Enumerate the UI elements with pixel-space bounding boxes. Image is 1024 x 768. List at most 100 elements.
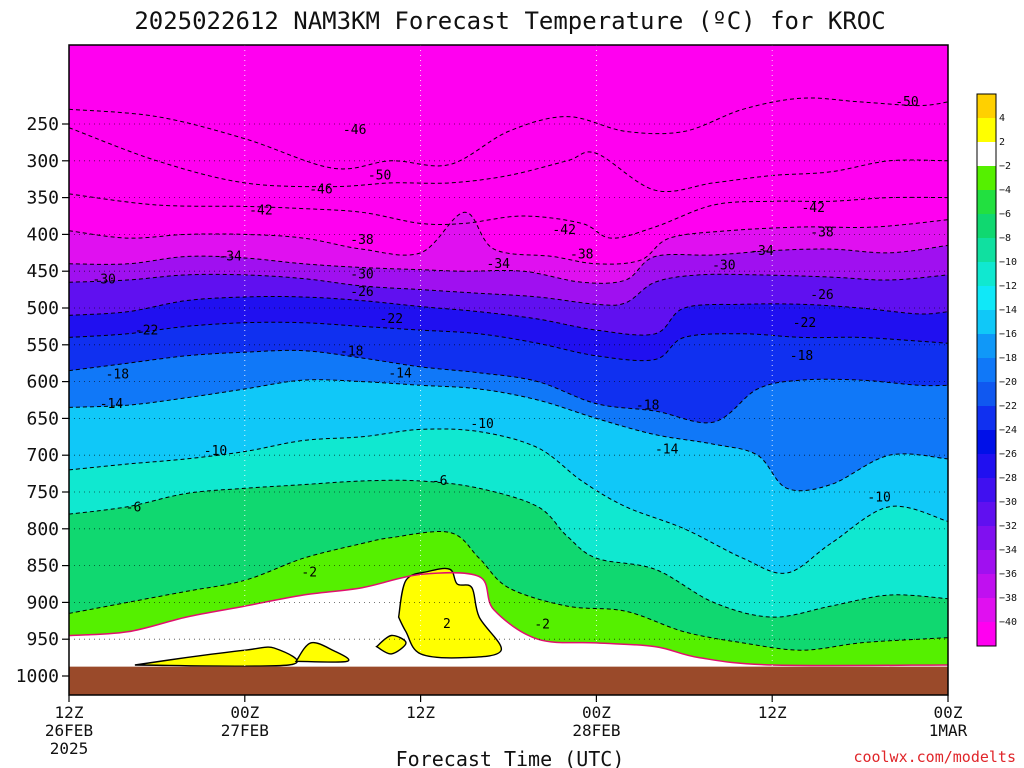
x-tick-label: 00Z — [230, 703, 259, 722]
contour-label: -22 — [793, 316, 816, 331]
contour-label: -30 — [712, 259, 735, 274]
x-tick-label: 1MAR — [929, 721, 968, 740]
colorbar-label: −8 — [999, 233, 1011, 244]
colorbar-swatch — [977, 190, 996, 215]
colorbar-swatch — [977, 622, 996, 647]
contour-label: -34 — [218, 250, 242, 265]
contour-line-46 — [69, 127, 948, 192]
contour-label: -38 — [350, 233, 373, 248]
contour-label: -18 — [636, 398, 659, 413]
contour-line-42 — [69, 193, 948, 239]
contour-label: -22 — [135, 323, 158, 338]
colorbar-label: −2 — [999, 161, 1011, 172]
colorbar-swatch — [977, 598, 996, 623]
colorbar-swatch — [977, 142, 996, 167]
contour-line-14 — [69, 379, 948, 492]
contour-label: -2 — [534, 618, 550, 633]
y-tick-label: 400 — [26, 224, 59, 245]
colorbar-swatch — [977, 454, 996, 479]
y-tick-label: 650 — [26, 408, 59, 429]
contour-label: -50 — [368, 169, 391, 184]
x-tick-label: 12Z — [55, 703, 84, 722]
contour-label: -6 — [126, 501, 142, 516]
contour-line-26 — [69, 295, 948, 336]
colorbar-swatch — [977, 118, 996, 143]
x-tick-label: 2025 — [50, 739, 89, 758]
contour-line-22 — [69, 321, 948, 362]
colorbar-swatch — [977, 382, 996, 407]
warm-pocket-2 — [375, 634, 407, 655]
contour-label: -14 — [388, 367, 412, 382]
colorbar-label: −40 — [999, 617, 1017, 628]
contour-label: -34 — [750, 244, 774, 259]
colorbar-swatch — [977, 502, 996, 527]
colorbar-label: −18 — [999, 353, 1017, 364]
colorbar-label: −24 — [999, 425, 1017, 436]
y-tick-label: 500 — [26, 298, 59, 319]
y-tick-label: 550 — [26, 335, 59, 356]
colorbar-label: −32 — [999, 521, 1017, 532]
colorbar-label: −22 — [999, 401, 1017, 412]
colorbar-swatch — [977, 286, 996, 311]
colorbar: 4 2 −2 −4 −6 −8 −10 −12 −14 −16 −18 −20 −22 −24 −26 −28… — [976, 93, 1017, 647]
warm-pocket-1 — [294, 641, 350, 663]
colorbar-label: −26 — [999, 449, 1017, 460]
contour-label: -18 — [106, 367, 129, 382]
x-tick-label: 12Z — [758, 703, 787, 722]
colorbar-swatch — [977, 358, 996, 383]
colorbar-swatch — [977, 334, 996, 359]
ground — [69, 666, 948, 695]
colorbar-label: −28 — [999, 473, 1017, 484]
y-tick-label: 850 — [26, 556, 59, 577]
y-tick-label: 700 — [26, 445, 59, 466]
contour-label: -10 — [867, 490, 890, 505]
contour-line-38 — [69, 211, 948, 265]
colorbar-swatch — [977, 94, 996, 119]
freezing-line — [69, 571, 948, 667]
x-tick-label: 00Z — [934, 703, 963, 722]
colorbar-swatch — [977, 262, 996, 287]
colorbar-label: −12 — [999, 281, 1017, 292]
warm-pocket-3 — [397, 567, 502, 659]
colorbar-label: −16 — [999, 329, 1017, 340]
contour-label: -46 — [309, 183, 332, 198]
y-axis: 250 300 350 400 450 500 550 600 650 700 750 800 850 9… — [16, 114, 69, 687]
contour-label: -38 — [570, 247, 593, 262]
colorbar-swatch — [977, 166, 996, 191]
y-tick-label: 1000 — [16, 666, 59, 687]
colorbar-swatch — [977, 214, 996, 239]
contour-label: -18 — [790, 349, 813, 364]
contour-label: -42 — [552, 223, 575, 238]
colorbar-label: 2 — [999, 137, 1005, 148]
y-tick-label: 750 — [26, 482, 59, 503]
y-tick-label: 450 — [26, 261, 59, 282]
contour-label: -18 — [340, 345, 363, 360]
chart-title: 2025022612 NAM3KM Forecast Temperature (… — [134, 7, 885, 35]
y-tick-label: 900 — [26, 592, 59, 613]
contour-label: -10 — [204, 444, 227, 459]
colorbar-label: −4 — [999, 185, 1011, 196]
contour-label: -10 — [470, 417, 493, 432]
y-tick-label: 950 — [26, 629, 59, 650]
colorbar-swatch — [977, 550, 996, 575]
contour-label: -30 — [92, 273, 115, 288]
contour-label: -26 — [810, 288, 833, 303]
x-tick-label: 28FEB — [572, 721, 620, 740]
y-tick-label: 600 — [26, 372, 59, 393]
colorbar-label: −10 — [999, 257, 1017, 268]
contour-label: -30 — [350, 267, 373, 282]
y-tick-label: 800 — [26, 519, 59, 540]
x-tick-label: 12Z — [406, 703, 435, 722]
colorbar-swatch — [977, 430, 996, 455]
plot-area: -50-46-50-46-42-42-42-38-38-38-34 -34-34-… — [69, 45, 948, 695]
contour-label: 2 — [443, 617, 451, 632]
plot-frame — [68, 44, 949, 696]
colorbar-swatch — [977, 310, 996, 335]
contour-line-30 — [69, 273, 948, 306]
warm-pocket-0 — [134, 646, 298, 667]
colorbar-label: −30 — [999, 497, 1017, 508]
contour-label: -2 — [301, 565, 317, 580]
contour-line-18 — [69, 349, 948, 424]
